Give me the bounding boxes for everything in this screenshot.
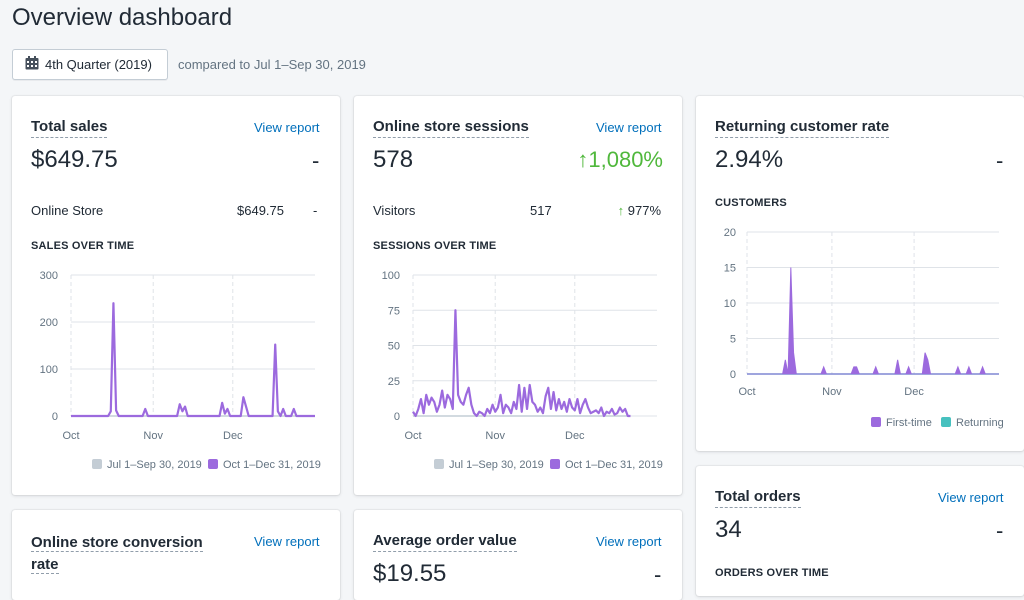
legend-label: First-time — [886, 417, 932, 429]
section-label: ORDERS OVER TIME — [715, 567, 829, 579]
returning-rate-change: - — [996, 148, 1004, 173]
x-tick-label: Oct — [738, 386, 755, 398]
breakdown-value: 517 — [530, 203, 552, 218]
x-tick-label: Oct — [404, 430, 421, 442]
breakdown-value: $649.75 — [237, 203, 284, 218]
y-tick-label: 100 — [382, 270, 400, 282]
average-order-value-card: Average order value View report $19.55 - — [354, 510, 682, 600]
view-report-link[interactable]: View report — [254, 120, 320, 135]
sessions-card: Online store sessions View report 578 ↑1… — [354, 96, 682, 495]
legend-label: Oct 1–Dec 31, 2019 — [565, 459, 663, 471]
y-tick-label: 75 — [388, 305, 400, 317]
legend-label: Returning — [956, 417, 1004, 429]
arrow-up-icon: ↑ — [617, 203, 625, 218]
legend-swatch — [92, 459, 102, 469]
x-tick-label: Nov — [822, 386, 842, 398]
sales-over-time-chart: 0 100 200 300 Oct Nov Dec Jul 1–Sep 30, 2019 Oct… — [40, 270, 321, 471]
aov-value: $19.55 — [373, 560, 447, 587]
page-title: Overview dashboard — [12, 4, 233, 31]
legend-swatch — [871, 417, 881, 427]
section-label: SESSIONS OVER TIME — [373, 240, 497, 252]
y-tick-label: 10 — [724, 298, 736, 310]
y-tick-label: 5 — [730, 334, 736, 346]
calendar-icon — [25, 56, 39, 73]
aov-change: - — [654, 562, 662, 587]
x-tick-label: Dec — [223, 430, 243, 442]
view-report-link[interactable]: View report — [596, 534, 662, 549]
series-first-time-area — [747, 267, 999, 375]
x-tick-label: Dec — [565, 430, 585, 442]
total-sales-value: $649.75 — [31, 146, 118, 173]
view-report-link[interactable]: View report — [254, 534, 320, 549]
y-tick-label: 200 — [40, 317, 58, 329]
legend-swatch — [208, 459, 218, 469]
breakdown-change-value: 977% — [627, 203, 661, 218]
card-title[interactable]: Online store conversion rate — [31, 532, 203, 577]
legend-label: Oct 1–Dec 31, 2019 — [223, 459, 321, 471]
card-title-line1: Online store conversion — [31, 534, 203, 552]
returning-rate-value: 2.94% — [715, 146, 784, 173]
legend-label: Jul 1–Sep 30, 2019 — [107, 459, 202, 471]
card-title[interactable]: Total sales — [31, 118, 108, 138]
breakdown-label: Online Store — [31, 203, 104, 218]
legend-label: Jul 1–Sep 30, 2019 — [449, 459, 544, 471]
total-sales-change: - — [312, 148, 320, 173]
y-tick-label: 100 — [40, 364, 58, 376]
series-current-line — [71, 302, 315, 418]
breakdown-change: ↑ 977% — [618, 203, 661, 218]
legend-swatch — [434, 459, 444, 469]
total-orders-value: 34 — [715, 516, 742, 543]
x-tick-label: Nov — [485, 430, 505, 442]
y-tick-label: 0 — [730, 369, 736, 381]
total-orders-change: - — [996, 518, 1004, 543]
conversion-rate-card: Online store conversion rate View report — [12, 510, 340, 600]
card-title[interactable]: Returning customer rate — [715, 118, 890, 138]
breakdown-change: - — [313, 203, 318, 218]
card-title[interactable]: Total orders — [715, 488, 801, 508]
y-tick-label: 50 — [388, 341, 400, 353]
sessions-value: 578 — [373, 146, 414, 173]
card-title[interactable]: Online store sessions — [373, 118, 529, 138]
y-tick-label: 15 — [724, 263, 736, 275]
x-tick-label: Oct — [62, 430, 79, 442]
total-orders-card: Total orders View report 34 - ORDERS OVE… — [696, 466, 1024, 596]
section-label: SALES OVER TIME — [31, 240, 135, 252]
customers-chart: 0 5 10 15 20 Oct Nov Dec First-time Returning — [724, 227, 1004, 429]
section-label: CUSTOMERS — [715, 197, 787, 209]
returning-customer-card: Returning customer rate 2.94% - CUSTOMER… — [696, 96, 1024, 451]
card-title-line2: rate — [31, 556, 59, 574]
y-tick-label: 20 — [724, 227, 736, 239]
date-range-label: 4th Quarter (2019) — [45, 57, 152, 72]
x-tick-label: Dec — [904, 386, 924, 398]
y-tick-label: 300 — [40, 270, 58, 282]
x-tick-label: Nov — [143, 430, 163, 442]
view-report-link[interactable]: View report — [596, 120, 662, 135]
total-sales-card: Total sales View report $649.75 - Online… — [12, 96, 340, 495]
series-current-line — [412, 309, 631, 418]
compare-text: compared to Jul 1–Sep 30, 2019 — [178, 57, 366, 72]
card-title[interactable]: Average order value — [373, 532, 517, 552]
arrow-up-icon: ↑ — [577, 147, 589, 172]
breakdown-label: Visitors — [373, 203, 416, 218]
legend-swatch — [550, 459, 560, 469]
date-range-button[interactable]: 4th Quarter (2019) — [12, 49, 168, 80]
view-report-link[interactable]: View report — [938, 490, 1004, 505]
sessions-over-time-chart: 0 25 50 75 100 Oct Nov Dec Jul 1–Sep 30, 2019 Oct… — [382, 270, 663, 471]
sessions-change-value: 1,080% — [588, 147, 663, 172]
legend-swatch — [941, 417, 951, 427]
sessions-change: ↑1,080% — [577, 147, 663, 173]
y-tick-label: 25 — [388, 376, 400, 388]
y-tick-label: 0 — [394, 411, 400, 423]
y-tick-label: 0 — [52, 411, 58, 423]
